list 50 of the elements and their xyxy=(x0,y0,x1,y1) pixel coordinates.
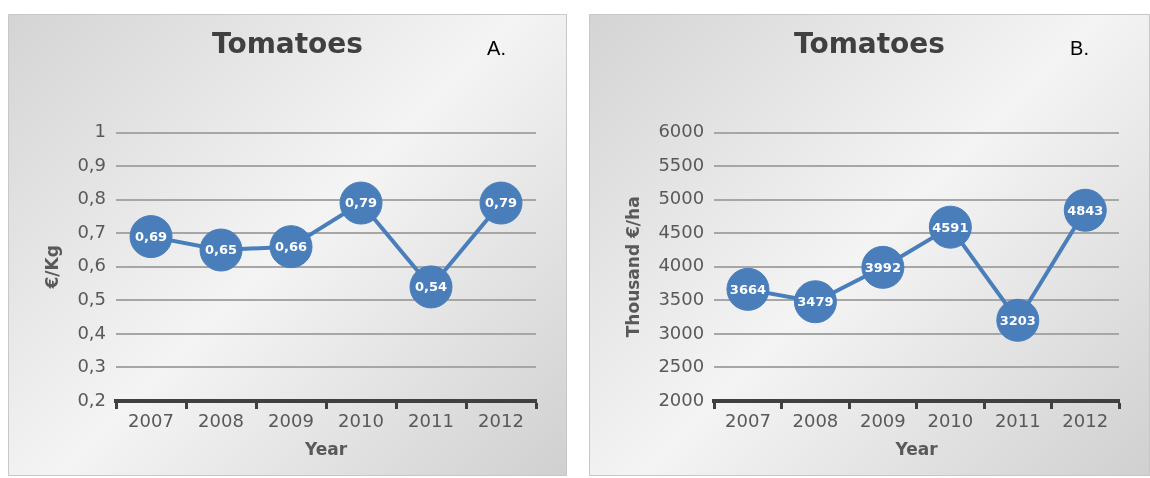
y-tick-label: 0,8 xyxy=(77,187,107,209)
data-label: 0,69 xyxy=(134,228,168,244)
y-tick-label: 3500 xyxy=(658,288,705,310)
data-label: 3664 xyxy=(729,281,767,297)
x-tick-label: 2011 xyxy=(408,410,454,432)
x-axis-title: Year xyxy=(894,439,939,460)
chart-title: Tomatoes xyxy=(212,27,363,61)
x-tick-label: 2008 xyxy=(792,410,839,432)
y-tick-label: 4000 xyxy=(658,254,705,276)
y-tick-label: 4500 xyxy=(658,220,705,242)
x-tick-label: 2007 xyxy=(128,410,174,432)
x-tick-label: 2008 xyxy=(198,410,244,432)
y-tick-label: 0,3 xyxy=(77,355,107,377)
data-label: 3203 xyxy=(999,312,1036,328)
y-tick-label: 5500 xyxy=(658,153,705,175)
data-label: 3992 xyxy=(864,259,901,275)
x-tick-label: 2012 xyxy=(478,410,524,432)
text: B. xyxy=(1070,37,1089,60)
y-tick-label: 6000 xyxy=(658,120,705,142)
text: A. xyxy=(487,37,506,60)
x-tick-label: 2009 xyxy=(859,410,906,432)
data-label: 0,66 xyxy=(274,239,308,255)
x-tick-label: 2011 xyxy=(994,410,1041,432)
data-label: 4843 xyxy=(1067,202,1104,218)
data-label: 3479 xyxy=(797,294,834,310)
y-tick-label: 0,5 xyxy=(77,288,107,310)
y-tick-label: 2000 xyxy=(658,388,705,410)
data-label: 0,65 xyxy=(204,242,238,258)
data-label: 4591 xyxy=(932,219,969,235)
x-axis-title: Year xyxy=(303,439,348,460)
y-tick-label: 0,9 xyxy=(77,153,107,175)
y-tick-label: 0,4 xyxy=(77,321,107,343)
data-label: 0,79 xyxy=(484,195,518,211)
y-tick-label: 0,2 xyxy=(77,388,107,410)
x-tick-label: 2010 xyxy=(338,410,384,432)
y-axis-title: Thousand €/ha xyxy=(622,196,643,338)
x-tick-label: 2012 xyxy=(1062,410,1109,432)
y-axis-title: €/Kg xyxy=(41,245,62,290)
y-tick-label: 0,6 xyxy=(77,254,107,276)
chart-title: Tomatoes xyxy=(794,27,945,61)
y-tick-label: 1 xyxy=(94,120,107,142)
x-tick-label: 2007 xyxy=(725,410,771,432)
y-tick-label: 5000 xyxy=(658,187,705,209)
x-tick-label: 2009 xyxy=(268,410,314,432)
y-tick-label: 0,7 xyxy=(77,220,107,242)
data-label: 0,79 xyxy=(344,195,378,211)
data-label: 0,54 xyxy=(414,279,448,295)
x-tick-label: 2010 xyxy=(927,410,974,432)
y-tick-label: 2500 xyxy=(658,355,705,377)
y-tick-label: 3000 xyxy=(658,321,705,343)
